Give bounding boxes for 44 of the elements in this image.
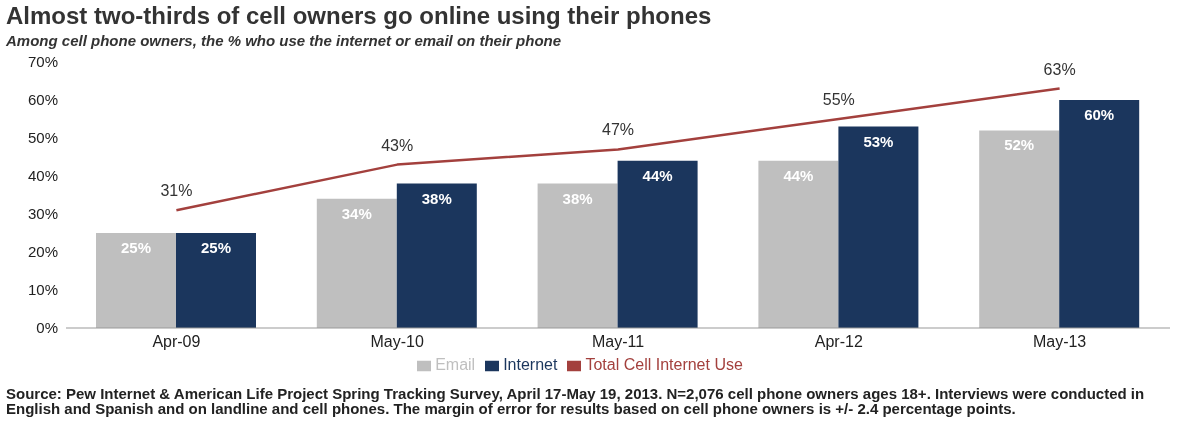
y-tick-label: 60% xyxy=(27,91,58,109)
source-note: Source: Pew Internet & American Life Project Spring Tracking Survey, April 17-May 19, 2013. N=2,076 cell phone owners ages 18+. Interviews were conducted in English and Spanish and on landline and cell phones. The margin of error for results based on cell phone owners is +/- 2.4 percentage points. xyxy=(6,385,1146,417)
legend-label: Internet xyxy=(503,356,558,373)
data-label: 44% xyxy=(783,166,814,184)
data-label: 63% xyxy=(1043,60,1076,78)
data-label: 43% xyxy=(381,136,414,154)
bar xyxy=(1059,100,1140,328)
data-label: 38% xyxy=(562,189,593,207)
data-label: 38% xyxy=(421,189,452,207)
data-label: 52% xyxy=(1004,136,1035,154)
legend-label: Email xyxy=(435,356,476,373)
x-tick-label: Apr-09 xyxy=(152,333,201,351)
data-label: 53% xyxy=(863,132,894,150)
bar xyxy=(396,183,477,328)
bar xyxy=(316,198,397,328)
y-tick-label: 40% xyxy=(27,167,58,185)
bar xyxy=(617,160,698,328)
data-label: 25% xyxy=(120,239,152,256)
chart-subtitle: Among cell phone owners, the % who use the internet or email on their phone xyxy=(6,32,562,49)
y-tick-label: 0% xyxy=(36,319,58,337)
data-label: 25% xyxy=(200,239,232,256)
bar xyxy=(838,126,919,328)
legend-label: Total Cell Internet Use xyxy=(585,356,743,373)
data-label: 34% xyxy=(341,204,372,222)
data-label: 44% xyxy=(642,166,673,184)
y-tick-label: 10% xyxy=(27,281,58,299)
data-label: 47% xyxy=(601,121,635,139)
chart-title: Almost two-thirds of cell owners go online using their phones xyxy=(6,2,712,30)
y-tick-label: 20% xyxy=(27,243,58,261)
bar xyxy=(176,233,256,328)
bar xyxy=(96,233,176,328)
y-tick-label: 70% xyxy=(27,53,58,71)
bar xyxy=(758,160,839,328)
bar xyxy=(537,183,618,328)
y-tick-label: 50% xyxy=(27,129,58,147)
data-label: 60% xyxy=(1084,106,1115,123)
data-label: 55% xyxy=(822,91,855,108)
y-tick-label: 30% xyxy=(27,205,58,223)
x-tick-label: May-10 xyxy=(370,333,424,351)
x-tick-label: May-13 xyxy=(1032,333,1087,351)
data-label: 31% xyxy=(160,182,193,200)
bar xyxy=(979,130,1060,328)
x-tick-label: May-11 xyxy=(591,333,645,351)
x-tick-label: Apr-12 xyxy=(814,333,863,351)
